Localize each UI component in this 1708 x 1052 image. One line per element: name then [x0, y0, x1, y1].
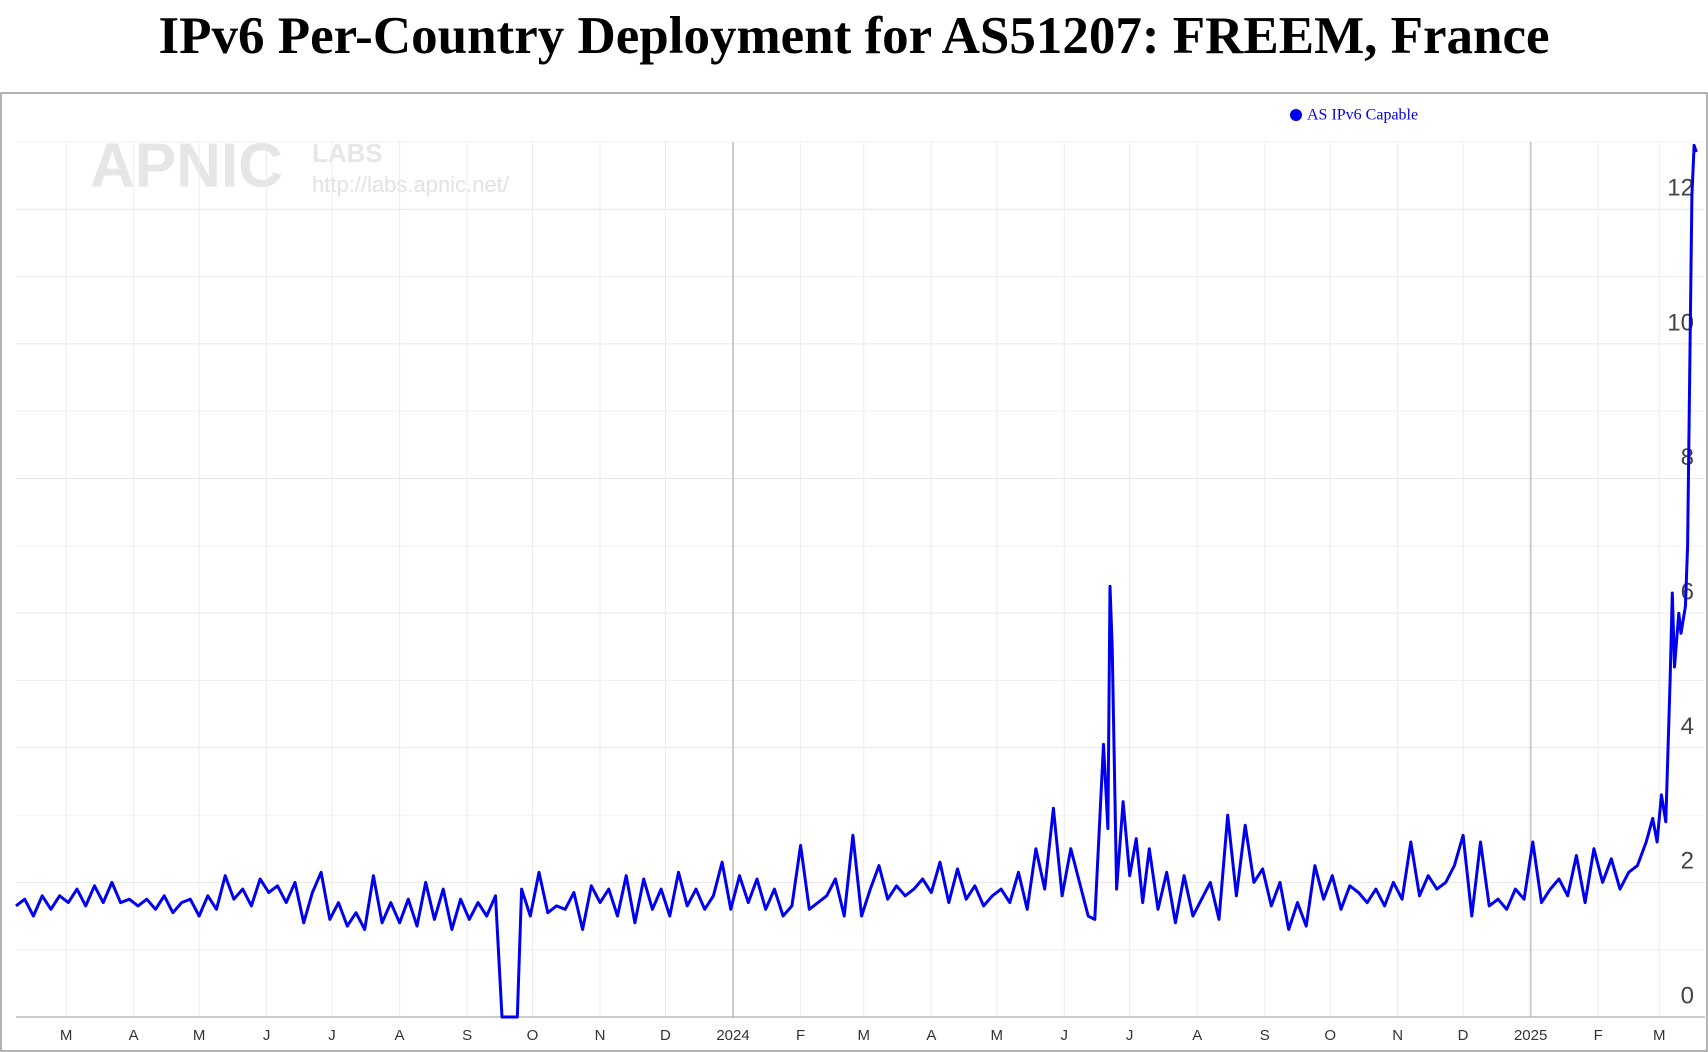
x-tick-label: D — [1458, 1027, 1469, 1044]
watermark-url: http://labs.apnic.net/ — [312, 172, 510, 197]
legend-marker — [1290, 109, 1302, 121]
x-tick-label: O — [527, 1027, 539, 1044]
x-tick-label: D — [660, 1027, 671, 1044]
x-tick-label: S — [1260, 1027, 1270, 1044]
x-tick-label: A — [395, 1027, 405, 1044]
x-tick-label: J — [1126, 1027, 1134, 1044]
watermark-sub: LABS — [312, 138, 383, 168]
chart-frame — [0, 92, 1708, 1052]
legend-label: AS IPv6 Capable — [1307, 107, 1418, 124]
x-tick-label: M — [60, 1027, 73, 1044]
x-tick-label: M — [193, 1027, 206, 1044]
y-tick-label: 2 — [1681, 848, 1694, 875]
x-tick-label: F — [1594, 1027, 1603, 1044]
series-line — [15, 143, 1698, 1019]
x-tick-label: 2024 — [716, 1027, 749, 1044]
x-tick-label: O — [1324, 1027, 1336, 1044]
chart-title: IPv6 Per-Country Deployment for AS51207:… — [158, 7, 1549, 65]
y-tick-label: 4 — [1681, 713, 1694, 740]
x-tick-label: J — [328, 1027, 336, 1044]
x-tick-label: J — [1061, 1027, 1069, 1044]
y-tick-label: 12 — [1667, 175, 1694, 202]
x-tick-label: A — [129, 1027, 139, 1044]
x-tick-label: J — [263, 1027, 271, 1044]
x-tick-label: N — [1392, 1027, 1403, 1044]
x-tick-label: F — [796, 1027, 805, 1044]
x-tick-label: M — [858, 1027, 871, 1044]
watermark-logo: APNIC — [90, 131, 283, 200]
x-tick-label: S — [462, 1027, 472, 1044]
x-tick-label: M — [990, 1027, 1003, 1044]
x-tick-label: A — [1192, 1027, 1202, 1044]
y-tick-label: 0 — [1681, 982, 1694, 1009]
x-tick-label: A — [926, 1027, 936, 1044]
x-tick-label: M — [1653, 1027, 1666, 1044]
x-tick-label: N — [595, 1027, 606, 1044]
x-tick-label: 2025 — [1514, 1027, 1547, 1044]
